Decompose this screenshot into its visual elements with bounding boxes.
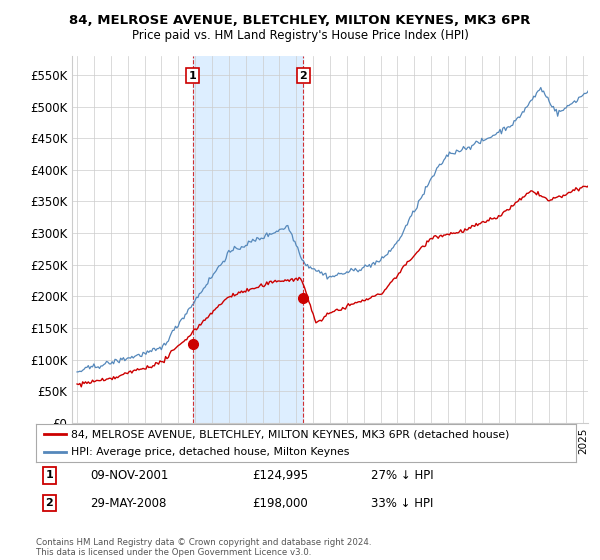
Text: 09-NOV-2001: 09-NOV-2001 <box>90 469 169 482</box>
Text: 27% ↓ HPI: 27% ↓ HPI <box>371 469 433 482</box>
Bar <box>193 56 303 423</box>
Text: HPI: Average price, detached house, Milton Keynes: HPI: Average price, detached house, Milt… <box>71 447 349 458</box>
Text: Price paid vs. HM Land Registry's House Price Index (HPI): Price paid vs. HM Land Registry's House … <box>131 29 469 42</box>
Text: £124,995: £124,995 <box>252 469 308 482</box>
Text: £198,000: £198,000 <box>252 497 308 510</box>
Text: 2: 2 <box>46 498 53 508</box>
Text: 29-MAY-2008: 29-MAY-2008 <box>90 497 166 510</box>
Text: 2: 2 <box>299 71 307 81</box>
Text: 1: 1 <box>46 470 53 480</box>
Text: 84, MELROSE AVENUE, BLETCHLEY, MILTON KEYNES, MK3 6PR: 84, MELROSE AVENUE, BLETCHLEY, MILTON KE… <box>70 14 530 27</box>
Text: 1: 1 <box>189 71 197 81</box>
Text: 84, MELROSE AVENUE, BLETCHLEY, MILTON KEYNES, MK3 6PR (detached house): 84, MELROSE AVENUE, BLETCHLEY, MILTON KE… <box>71 429 509 439</box>
Text: Contains HM Land Registry data © Crown copyright and database right 2024.
This d: Contains HM Land Registry data © Crown c… <box>36 538 371 557</box>
Text: 33% ↓ HPI: 33% ↓ HPI <box>371 497 433 510</box>
